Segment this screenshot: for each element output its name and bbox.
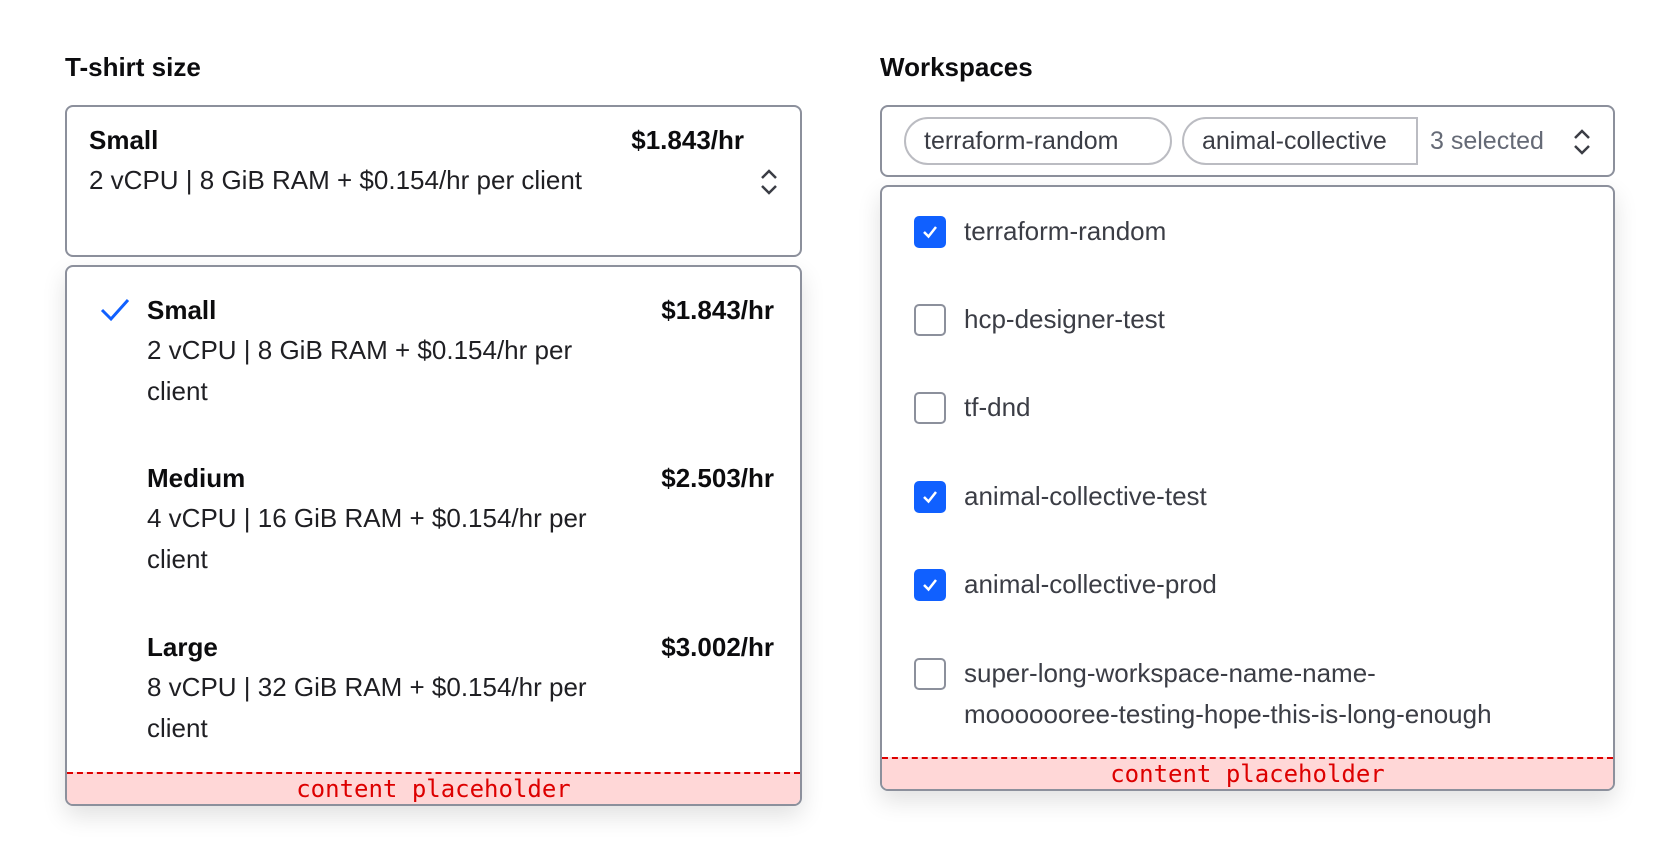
content-placeholder: content placeholder xyxy=(882,757,1613,789)
workspaces-listbox: terraform-random hcp-designer-test tf-dnd a… xyxy=(880,185,1615,791)
tshirt-size-label: T-shirt size xyxy=(65,52,201,82)
check-icon xyxy=(923,579,937,592)
selected-price: $1.843/hr xyxy=(631,125,744,155)
option-small[interactable]: Small 2 vCPU | 8 GiB RAM + $0.154/hr per … xyxy=(67,295,800,445)
chevron-up-down-icon xyxy=(761,169,777,195)
checkbox[interactable] xyxy=(914,216,946,248)
workspace-name: hcp-designer-test xyxy=(964,304,1165,334)
chevron-up-down-icon xyxy=(1574,129,1590,155)
checkbox[interactable] xyxy=(914,392,946,424)
workspace-pill: terraform-random xyxy=(904,117,1172,165)
workspace-name: super-long-workspace-name-name-moooooore… xyxy=(964,658,1492,729)
workspaces-select[interactable]: terraform-random animal-collective 3 sel… xyxy=(880,105,1615,177)
selected-value: Small 2 vCPU | 8 GiB RAM + $0.154/hr per… xyxy=(89,125,589,201)
checkbox[interactable] xyxy=(914,658,946,690)
workspace-name: animal-collective-test xyxy=(964,481,1207,511)
check-icon xyxy=(923,226,937,239)
check-icon xyxy=(923,491,937,504)
option-large[interactable]: Large 8 vCPU | 32 GiB RAM + $0.154/hr per… xyxy=(67,632,800,782)
workspace-name: terraform-random xyxy=(964,216,1167,246)
workspace-name: tf-dnd xyxy=(964,392,1031,422)
workspace-pill: animal-collective xyxy=(1182,117,1418,165)
option-name: Small xyxy=(147,295,217,325)
selected-name: Small xyxy=(89,125,159,155)
option-price: $2.503/hr xyxy=(661,463,774,493)
option-name: Medium xyxy=(147,463,246,493)
tshirt-size-listbox: Small 2 vCPU | 8 GiB RAM + $0.154/hr per … xyxy=(65,265,802,806)
option-desc: 8 vCPU | 32 GiB RAM + $0.154/hr per clie… xyxy=(147,672,587,743)
option-name: Large xyxy=(147,632,218,662)
checkbox[interactable] xyxy=(914,481,946,513)
option-desc: 4 vCPU | 16 GiB RAM + $0.154/hr per clie… xyxy=(147,503,587,574)
option-medium[interactable]: Medium 4 vCPU | 16 GiB RAM + $0.154/hr pe… xyxy=(67,463,800,613)
option-price: $3.002/hr xyxy=(661,632,774,662)
check-icon xyxy=(100,298,130,322)
option-price: $1.843/hr xyxy=(661,295,774,325)
selected-desc: 2 vCPU | 8 GiB RAM + $0.154/hr per clien… xyxy=(89,165,583,195)
workspace-name: animal-collective-prod xyxy=(964,569,1217,599)
checkbox[interactable] xyxy=(914,304,946,336)
option-desc: 2 vCPU | 8 GiB RAM + $0.154/hr per clien… xyxy=(147,335,573,406)
selected-count: 3 selected xyxy=(1430,127,1544,155)
workspaces-label: Workspaces xyxy=(880,52,1033,82)
checkbox[interactable] xyxy=(914,569,946,601)
content-placeholder: content placeholder xyxy=(67,772,800,804)
tshirt-size-select[interactable]: Small 2 vCPU | 8 GiB RAM + $0.154/hr per… xyxy=(65,105,802,257)
